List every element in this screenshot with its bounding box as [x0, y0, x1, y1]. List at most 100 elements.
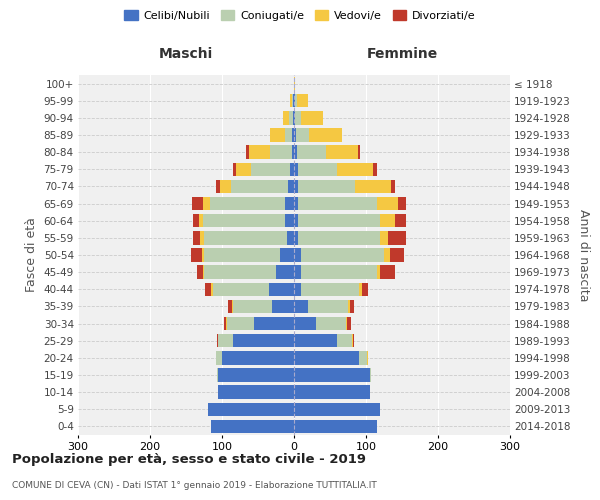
Bar	[233, 334, 294, 347]
Bar	[294, 368, 370, 382]
Bar	[294, 402, 380, 416]
Bar	[294, 282, 301, 296]
Bar	[270, 146, 292, 159]
Bar	[205, 282, 211, 296]
Bar	[232, 300, 233, 313]
Bar	[210, 197, 286, 210]
Bar	[200, 231, 204, 244]
Bar	[292, 94, 293, 108]
Bar	[358, 146, 360, 159]
Bar	[220, 180, 230, 193]
Bar	[347, 317, 351, 330]
Bar	[218, 386, 294, 399]
Bar	[301, 282, 359, 296]
Bar	[294, 197, 298, 210]
Bar	[294, 386, 370, 399]
Bar	[359, 282, 362, 296]
Bar	[298, 214, 380, 228]
Bar	[215, 351, 216, 364]
Bar	[294, 111, 295, 124]
Bar	[224, 317, 226, 330]
Bar	[294, 248, 301, 262]
Bar	[294, 420, 377, 433]
Bar	[294, 300, 308, 313]
Bar	[370, 368, 371, 382]
Y-axis label: Fasce di età: Fasce di età	[25, 218, 38, 292]
Bar	[294, 266, 301, 279]
Bar	[390, 248, 404, 262]
Bar	[197, 266, 203, 279]
Bar	[204, 266, 276, 279]
Bar	[286, 197, 294, 210]
Bar	[193, 231, 200, 244]
Bar	[395, 214, 406, 228]
Bar	[203, 214, 286, 228]
Bar	[288, 180, 294, 193]
Bar	[212, 282, 269, 296]
Bar	[308, 300, 348, 313]
Bar	[283, 111, 289, 124]
Bar	[367, 351, 368, 364]
Bar	[380, 231, 388, 244]
Bar	[316, 317, 346, 330]
Bar	[203, 197, 210, 210]
Bar	[301, 248, 384, 262]
Bar	[298, 231, 380, 244]
Bar	[294, 351, 359, 364]
Bar	[204, 231, 287, 244]
Bar	[290, 94, 292, 108]
Bar	[294, 231, 298, 244]
Bar	[294, 317, 316, 330]
Bar	[337, 162, 373, 176]
Bar	[373, 162, 377, 176]
Bar	[297, 146, 326, 159]
Bar	[337, 334, 352, 347]
Bar	[353, 334, 355, 347]
Bar	[298, 162, 337, 176]
Bar	[380, 266, 395, 279]
Bar	[352, 334, 353, 347]
Bar	[211, 420, 294, 433]
Bar	[211, 282, 212, 296]
Bar	[216, 180, 220, 193]
Bar	[294, 146, 297, 159]
Bar	[296, 128, 309, 141]
Bar	[384, 248, 390, 262]
Bar	[270, 128, 284, 141]
Bar	[287, 231, 294, 244]
Bar	[294, 214, 298, 228]
Bar	[293, 94, 294, 108]
Bar	[233, 162, 236, 176]
Bar	[298, 197, 377, 210]
Bar	[293, 111, 294, 124]
Bar	[359, 351, 367, 364]
Bar	[248, 146, 270, 159]
Bar	[346, 317, 347, 330]
Bar	[289, 111, 293, 124]
Bar	[191, 248, 202, 262]
Legend: Celibi/Nubili, Coniugati/e, Vedovi/e, Divorziati/e: Celibi/Nubili, Coniugati/e, Vedovi/e, Di…	[120, 6, 480, 25]
Bar	[222, 351, 294, 364]
Bar	[229, 300, 232, 313]
Bar	[294, 128, 296, 141]
Bar	[227, 317, 254, 330]
Bar	[272, 300, 294, 313]
Text: Femmine: Femmine	[367, 48, 437, 62]
Bar	[294, 94, 295, 108]
Bar	[193, 214, 199, 228]
Bar	[276, 266, 294, 279]
Bar	[362, 282, 368, 296]
Bar	[286, 214, 294, 228]
Bar	[348, 300, 350, 313]
Bar	[226, 317, 227, 330]
Bar	[398, 197, 406, 210]
Bar	[294, 180, 298, 193]
Bar	[377, 197, 398, 210]
Bar	[292, 128, 294, 141]
Bar	[254, 317, 294, 330]
Bar	[298, 180, 355, 193]
Bar	[204, 248, 280, 262]
Text: Popolazione per età, sesso e stato civile - 2019: Popolazione per età, sesso e stato civil…	[12, 452, 366, 466]
Bar	[218, 368, 294, 382]
Bar	[218, 334, 233, 347]
